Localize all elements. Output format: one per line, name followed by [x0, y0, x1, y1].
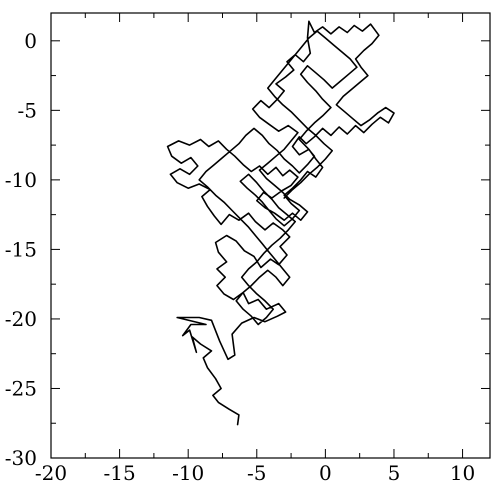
x-tick-label: 5 [388, 461, 401, 485]
y-tick-label: 0 [24, 29, 37, 53]
x-tick-label: -5 [247, 461, 266, 485]
tick-labels: -20 -15 -10 -5 0 5 10 -30 -25 -20 -15 -10 -5 0 [5, 29, 476, 485]
y-tick-label: -25 [5, 376, 37, 400]
y-tick-label: -20 [5, 307, 37, 331]
y-tick-label: -10 [5, 168, 37, 192]
axis-ticks [50, 13, 490, 459]
x-tick-label: 0 [319, 461, 332, 485]
x-tick-label: 10 [450, 461, 475, 485]
x-tick-label: -20 [35, 461, 67, 485]
y-tick-label: -30 [5, 446, 37, 470]
x-tick-label: -10 [172, 461, 204, 485]
series-line [166, 20, 395, 426]
x-tick-label: -15 [103, 461, 135, 485]
y-tick-label: -15 [5, 237, 37, 261]
plot-frame [50, 12, 491, 459]
y-tick-label: -5 [18, 98, 37, 122]
